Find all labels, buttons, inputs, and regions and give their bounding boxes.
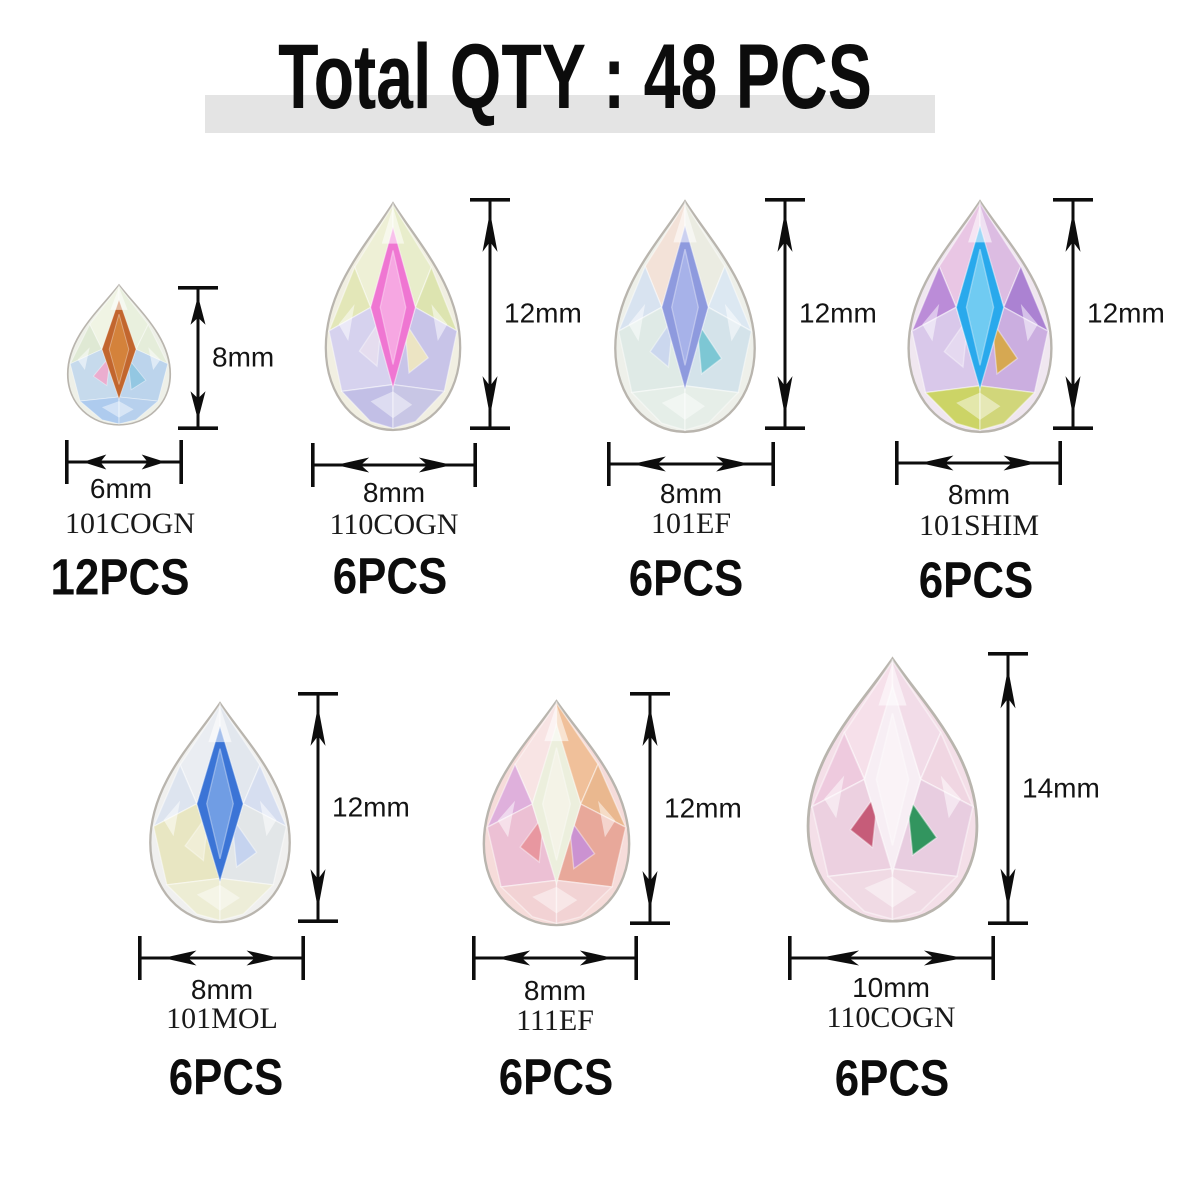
height-dimension-arrow — [986, 652, 1030, 925]
product-code: 101COGN — [64, 507, 196, 540]
horizontal-arrow-svg — [65, 440, 183, 484]
teardrop-gem-svg — [806, 656, 979, 923]
height-dimension-arrow — [468, 198, 512, 430]
height-label: 12mm — [1087, 297, 1165, 329]
width-label: 6mm — [89, 473, 153, 504]
vertical-arrow-svg — [178, 286, 218, 430]
gem-photo — [470, 698, 643, 930]
quantity-label: 6PCS — [628, 549, 744, 607]
quantity-label: 12PCS — [50, 548, 190, 606]
width-dimension-arrow — [607, 440, 775, 488]
product-code: 101MOL — [166, 1002, 278, 1035]
horizontal-arrow-svg — [788, 936, 995, 980]
gem-photo — [895, 198, 1065, 437]
height-label: 12mm — [504, 297, 582, 329]
height-label: 12mm — [799, 297, 877, 329]
vertical-arrow-svg — [988, 652, 1028, 925]
width-label: 8mm — [190, 974, 254, 1005]
width-label: 8mm — [947, 479, 1011, 510]
teardrop-gem-svg — [614, 199, 756, 434]
gem-photo — [58, 283, 180, 428]
vertical-arrow-svg — [470, 198, 510, 430]
quantity-label: 6PCS — [498, 1048, 614, 1106]
width-dimension-arrow — [311, 441, 477, 489]
gem-photo — [137, 700, 303, 927]
width-label: 8mm — [523, 975, 587, 1006]
height-label: 14mm — [1022, 771, 1100, 803]
height-dimension-arrow — [176, 286, 220, 430]
quantity-label: 6PCS — [918, 551, 1034, 609]
product-code: 110COGN — [826, 1001, 956, 1034]
product-code: 111EF — [516, 1004, 594, 1037]
vertical-arrow-svg — [298, 692, 338, 923]
teardrop-gem-svg — [324, 201, 462, 432]
quantity-label: 6PCS — [834, 1049, 950, 1107]
title-highlight-bar — [205, 95, 935, 133]
vertical-arrow-svg — [630, 692, 670, 925]
gem-photo — [313, 200, 473, 435]
height-dimension-arrow — [763, 198, 807, 430]
vertical-arrow-svg — [1053, 198, 1093, 430]
product-code: 101SHIM — [918, 509, 1040, 542]
width-dimension-arrow — [138, 934, 305, 982]
height-label: 12mm — [664, 791, 742, 823]
width-dimension-arrow — [895, 439, 1062, 487]
product-code: 101EF — [650, 507, 732, 540]
teardrop-gem-svg — [482, 699, 631, 927]
width-dimension-arrow — [65, 438, 183, 486]
teardrop-gem-svg — [907, 199, 1053, 434]
width-dimension-arrow — [472, 934, 638, 982]
quantity-label: 6PCS — [168, 1048, 284, 1106]
horizontal-arrow-svg — [472, 936, 638, 980]
height-dimension-arrow — [1051, 198, 1095, 430]
width-label: 10mm — [852, 972, 930, 1003]
height-dimension-arrow — [628, 692, 672, 925]
width-dimension-arrow — [788, 934, 995, 982]
height-dimension-arrow — [296, 692, 340, 923]
vertical-arrow-svg — [765, 198, 805, 430]
horizontal-arrow-svg — [311, 443, 477, 487]
width-label: 8mm — [362, 477, 426, 508]
teardrop-gem-svg — [149, 701, 291, 924]
height-label: 12mm — [332, 790, 410, 822]
teardrop-gem-svg — [66, 283, 172, 426]
gem-photo — [602, 198, 768, 437]
width-label: 8mm — [659, 478, 723, 509]
product-code: 110COGN — [329, 508, 459, 541]
height-label: 8mm — [212, 341, 275, 373]
gem-photo — [792, 655, 993, 927]
horizontal-arrow-svg — [138, 936, 305, 980]
page-title: Total QTY : 48 PCS — [278, 26, 872, 128]
horizontal-arrow-svg — [607, 442, 775, 486]
quantity-label: 6PCS — [332, 547, 448, 605]
horizontal-arrow-svg — [895, 441, 1062, 485]
